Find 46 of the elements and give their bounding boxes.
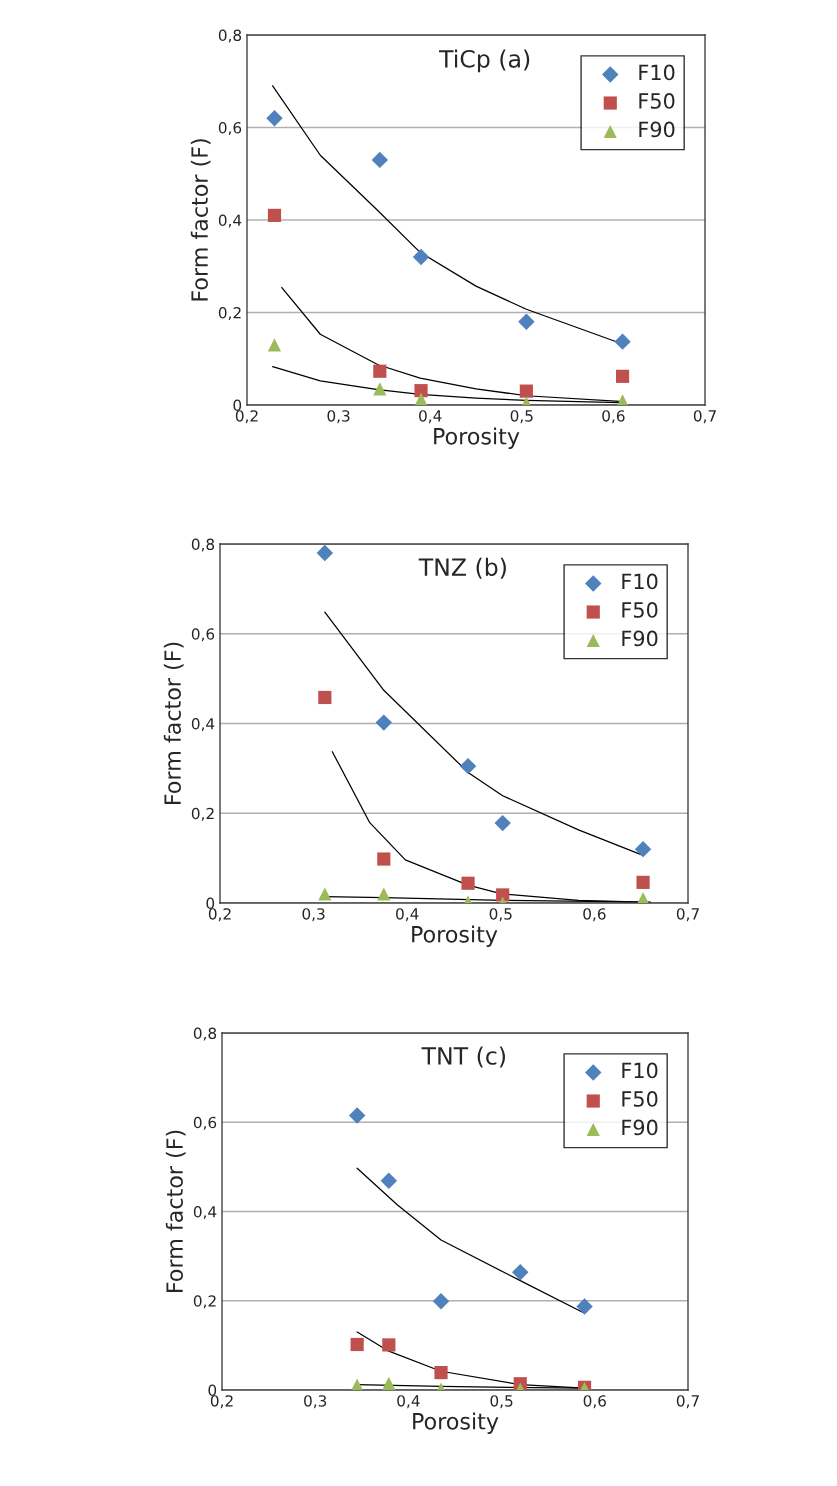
y-tick-label: 0,2	[193, 1295, 216, 1309]
x-axis-title: Porosity	[413, 1412, 499, 1434]
x-axis-title: Porosity	[412, 925, 498, 947]
x-tick-label: 0,4	[396, 908, 419, 922]
y-tick-label: 0,6	[193, 1116, 217, 1130]
legend-label: F10	[622, 1062, 658, 1079]
y-axis-title: Form factor (F)	[165, 1130, 186, 1292]
legend-label: F50	[622, 1091, 658, 1107]
x-tick-label: 0,3	[302, 908, 325, 922]
x-tick-label: 0,7	[676, 908, 699, 922]
x-tick-label: 0,6	[583, 1395, 606, 1409]
y-tick-label: 0,8	[193, 1027, 217, 1041]
x-tick-label: 0,5	[489, 908, 512, 922]
y-tick-label: 0,4	[191, 717, 215, 732]
x-tick-label: 0,5	[510, 410, 533, 424]
x-tick-label: 0,3	[304, 1395, 327, 1409]
legend-label: F10	[622, 573, 658, 590]
y-axis-title: Form factor (F)	[163, 642, 184, 804]
x-tick-label: 0,2	[235, 410, 258, 424]
x-tick-label: 0,7	[693, 410, 716, 424]
x-tick-label: 0,5	[490, 1395, 513, 1409]
y-tick-label: 0,4	[193, 1205, 217, 1220]
text: TNZ (b)	[418, 557, 506, 579]
y-tick-label: 0,2	[218, 306, 241, 321]
x-tick-label: 0,6	[602, 410, 625, 424]
x-tick-label: 0,6	[583, 908, 606, 922]
x-axis-title: Porosity	[434, 427, 520, 449]
y-tick-label: 0,2	[191, 807, 214, 821]
y-tick-label: 0,8	[218, 29, 242, 43]
y-tick-label: 0,6	[191, 628, 215, 642]
y-axis-title: Form factor (F)	[190, 139, 211, 301]
x-tick-label: 0,7	[676, 1395, 699, 1409]
y-tick-label: 0,6	[218, 121, 242, 136]
x-tick-label: 0,3	[327, 410, 350, 424]
legend-label: F50	[639, 93, 675, 109]
legend-label: F90	[622, 1119, 658, 1136]
legend-label: F10	[639, 64, 675, 81]
legend-label: F90	[622, 630, 658, 647]
y-tick-label: 0,8	[191, 538, 215, 552]
y-tick-label: 0,4	[218, 214, 242, 228]
x-tick-label: 0,4	[419, 410, 442, 424]
legend-label: F50	[622, 602, 658, 618]
x-tick-label: 0,4	[397, 1395, 420, 1409]
legend-label: F90	[639, 121, 675, 138]
text: TiCp (a)	[439, 49, 530, 73]
text: TNT (c)	[421, 1046, 505, 1068]
